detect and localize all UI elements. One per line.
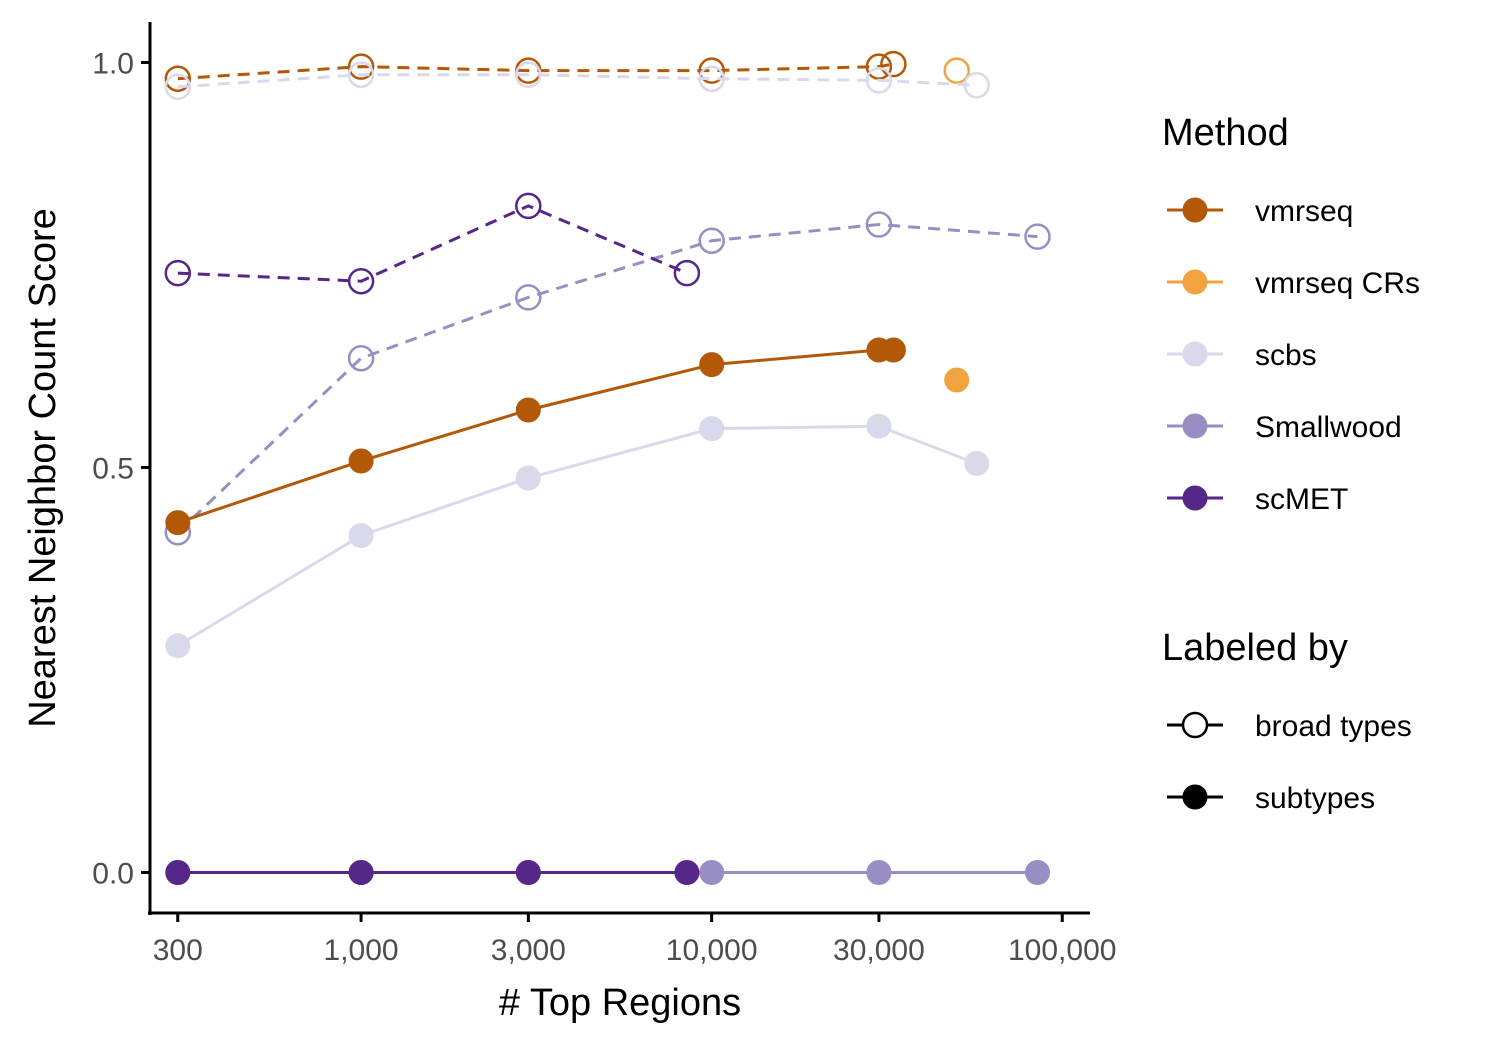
point-vmrseq-sub bbox=[348, 448, 374, 474]
point-smallwood-sub bbox=[1025, 860, 1050, 885]
series-layer bbox=[164, 50, 1051, 885]
point-smallwood-broad bbox=[347, 344, 375, 372]
legend-key-symbol bbox=[1182, 341, 1208, 367]
series-line-scmet-broad bbox=[177, 204, 688, 283]
axes-layer bbox=[148, 22, 1090, 915]
x-tick-label: 10,000 bbox=[666, 934, 758, 967]
legend-key-symbol bbox=[1182, 269, 1208, 295]
legend-key-symbol bbox=[1182, 784, 1208, 810]
point-scbs-sub bbox=[165, 633, 191, 659]
legend-label: broad types bbox=[1255, 710, 1412, 743]
point-scmet-broad bbox=[164, 259, 192, 287]
point-scbs-sub bbox=[866, 413, 892, 439]
point-scbs-sub bbox=[964, 451, 990, 476]
series-scmet-broad bbox=[164, 192, 701, 295]
point-scbs-sub bbox=[515, 465, 541, 491]
legend-title: Labeled by bbox=[1162, 627, 1348, 669]
legend-key-symbol bbox=[1181, 711, 1209, 739]
series-vmrseq-broad bbox=[164, 50, 907, 92]
x-ticks: 300 1,000 3,000 10,000 30,000 100,000 bbox=[153, 913, 1116, 967]
x-tick-label: 30,000 bbox=[833, 934, 925, 967]
point-scbs-broad bbox=[698, 65, 725, 92]
x-tick-label: 300 bbox=[153, 934, 203, 967]
x-tick-label: 100,000 bbox=[1008, 934, 1116, 967]
point-scbs-broad bbox=[963, 71, 990, 99]
point-scmet-broad bbox=[347, 267, 375, 295]
point-vmrseq-broad bbox=[698, 57, 725, 84]
legend-item-vmrseq: vmrseq bbox=[1167, 195, 1353, 228]
legend-label: vmrseq bbox=[1255, 195, 1353, 228]
series-scbs-broad bbox=[164, 61, 990, 101]
legend-item-smallwood: Smallwood bbox=[1167, 411, 1402, 444]
point-vmrseq-broad bbox=[164, 65, 192, 92]
legend-item-scmet: scMET bbox=[1167, 483, 1348, 516]
point-scbs-broad bbox=[347, 61, 375, 88]
legend: Method vmrseq vmrseq CRs scbs Smallwood scMET… bbox=[1162, 112, 1420, 815]
legend-item-scbs: scbs bbox=[1167, 339, 1317, 372]
series-line-scbs-sub bbox=[177, 424, 978, 647]
point-vmrseq-broad bbox=[347, 53, 375, 80]
legend-item-sub: subtypes bbox=[1167, 782, 1375, 815]
x-axis-title: # Top Regions bbox=[499, 982, 741, 1024]
point-scbs-sub bbox=[348, 523, 374, 548]
point-scmet-sub bbox=[674, 860, 700, 885]
series-line-smallwood-broad bbox=[176, 222, 1038, 534]
series-vmrseq_crs-broad bbox=[943, 57, 970, 84]
point-vmrseq-sub bbox=[880, 337, 906, 363]
point-scmet-broad bbox=[673, 259, 701, 287]
point-scmet-sub bbox=[348, 860, 374, 885]
legend-key-symbol bbox=[1182, 485, 1208, 511]
series-smallwood-broad bbox=[164, 211, 1051, 546]
legend-item-vmrseq_crs: vmrseq CRs bbox=[1167, 267, 1420, 300]
point-scbs-sub bbox=[699, 416, 725, 442]
point-smallwood-sub bbox=[866, 860, 892, 885]
series-line-vmrseq-sub bbox=[177, 348, 894, 525]
y-tick-label: 0.5 bbox=[92, 453, 134, 486]
legend-label: vmrseq CRs bbox=[1255, 267, 1420, 300]
point-scbs-broad bbox=[865, 67, 893, 94]
series-scmet-sub bbox=[165, 860, 700, 885]
point-vmrseq-sub bbox=[165, 510, 191, 536]
point-scmet-sub bbox=[165, 860, 191, 885]
series-line-scbs-broad bbox=[177, 73, 977, 89]
y-axis-title: Nearest Neighbor Count Score bbox=[22, 208, 64, 728]
x-tick-label: 3,000 bbox=[491, 934, 566, 967]
point-vmrseq_crs-broad bbox=[943, 57, 970, 84]
point-scbs-broad bbox=[515, 61, 542, 88]
point-vmrseq-sub bbox=[699, 352, 725, 378]
point-vmrseq-broad bbox=[865, 53, 893, 80]
series-scbs-sub bbox=[165, 413, 990, 659]
point-smallwood-sub bbox=[699, 860, 725, 885]
legend-item-broad: broad types bbox=[1167, 710, 1412, 743]
series-vmrseq_crs-sub bbox=[944, 367, 970, 393]
legend-key-symbol bbox=[1182, 197, 1208, 223]
legend-labeled-by: Labeled by broad types subtypes bbox=[1162, 627, 1412, 815]
point-smallwood-broad bbox=[698, 227, 725, 254]
legend-label: scMET bbox=[1255, 483, 1348, 516]
y-tick-label: 0.0 bbox=[92, 858, 134, 891]
point-smallwood-broad bbox=[865, 211, 893, 238]
point-smallwood-broad bbox=[515, 284, 542, 311]
point-vmrseq-broad bbox=[880, 50, 907, 78]
y-tick-label: 1.0 bbox=[92, 48, 134, 81]
x-tick-label: 1,000 bbox=[324, 934, 399, 967]
y-ticks: 0.0 0.5 1.0 bbox=[92, 48, 150, 891]
legend-label: scbs bbox=[1255, 339, 1317, 372]
point-scmet-broad bbox=[515, 192, 542, 220]
legend-label: Smallwood bbox=[1255, 411, 1402, 444]
legend-key-symbol bbox=[1182, 413, 1208, 439]
legend-label: subtypes bbox=[1255, 782, 1375, 815]
point-vmrseq-sub bbox=[515, 397, 541, 423]
point-vmrseq_crs-sub bbox=[944, 367, 970, 393]
point-smallwood-broad bbox=[1024, 223, 1051, 250]
point-scbs-broad bbox=[164, 73, 192, 101]
legend-method: Method vmrseq vmrseq CRs scbs Smallwood scMET bbox=[1162, 112, 1420, 516]
point-scmet-sub bbox=[515, 860, 541, 885]
legend-title: Method bbox=[1162, 112, 1289, 154]
series-vmrseq-sub bbox=[165, 337, 906, 536]
